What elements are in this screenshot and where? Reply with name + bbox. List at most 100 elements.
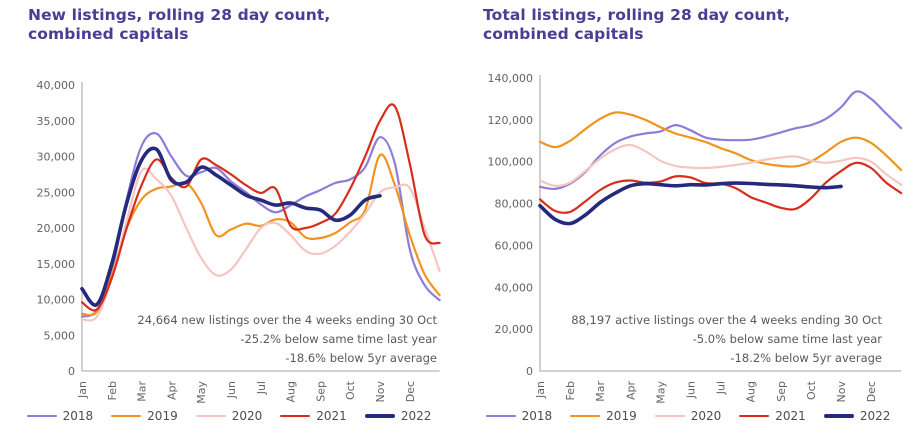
legend-item-2021: 2021 xyxy=(280,409,347,423)
y-tick-label: 10,000 xyxy=(37,294,76,307)
x-tick-label: May xyxy=(654,381,667,404)
x-tick-label: Nov xyxy=(374,381,387,403)
x-tick-label: Jun xyxy=(225,381,238,399)
chart-title-total-listings: Total listings, rolling 28 day count, co… xyxy=(483,6,791,43)
x-tick-label: Mar xyxy=(594,381,607,402)
legend-item-2019: 2019 xyxy=(111,409,178,423)
legend-label: 2019 xyxy=(147,409,178,423)
series-line-2019 xyxy=(538,111,903,172)
series-line-2018 xyxy=(80,132,441,318)
y-tick-label: 40,000 xyxy=(37,79,76,92)
x-tick-label: Oct xyxy=(805,380,818,400)
legend-label: 2018 xyxy=(521,409,553,423)
legend-swatch-2018 xyxy=(485,414,516,418)
x-tick-label: Apr xyxy=(624,381,637,401)
y-tick-label: 20,000 xyxy=(495,323,534,336)
legend-label: 2021 xyxy=(316,409,347,423)
x-tick-label: Nov xyxy=(835,381,848,403)
y-tick-label: 140,000 xyxy=(488,72,534,85)
x-tick-label: Oct xyxy=(344,380,357,400)
legend-item-2021: 2021 xyxy=(739,409,806,423)
legend-label: 2021 xyxy=(775,409,806,423)
line-chart-total-listings: 0 20,000 40,000 60,000 80,000 100,000 120,000 1… xyxy=(459,0,917,436)
legend-item-2022: 2022 xyxy=(823,409,891,423)
chart-canvas: 0 20,000 40,000 60,000 80,000 100,000 120,000 1… xyxy=(488,72,903,404)
annotation-line: 88,197 active listings over the 4 weeks … xyxy=(571,313,882,327)
chart-title-new-listings: New listings, rolling 28 day count, comb… xyxy=(28,6,331,43)
series-line-2022 xyxy=(538,181,843,226)
x-tick-label: Sep xyxy=(775,381,788,402)
x-tick-label: Feb xyxy=(564,381,577,400)
legend-label: 2020 xyxy=(231,409,263,423)
series-line-2019 xyxy=(80,153,441,317)
legend-item-2018: 2018 xyxy=(26,409,94,423)
legend-item-2018: 2018 xyxy=(485,409,553,423)
x-tick-label: Sep xyxy=(314,381,327,402)
y-tick-label: 35,000 xyxy=(37,115,76,128)
y-tick-label: 0 xyxy=(68,365,75,378)
y-tick-label: 100,000 xyxy=(488,156,534,169)
annotation-line: -18.2% below 5yr average xyxy=(730,351,882,365)
annotation-line: -5.0% below same time last year xyxy=(692,332,882,346)
y-tick-label: 120,000 xyxy=(488,114,534,127)
x-tick-label: Aug xyxy=(285,381,298,402)
x-tick-label: Jul xyxy=(255,381,268,395)
y-tick-label: 30,000 xyxy=(37,151,76,164)
legend-swatch-2020 xyxy=(195,414,226,418)
chart-annotation-total-listings: 88,197 active listings over the 4 weeks … xyxy=(571,311,882,368)
legend-label: 2018 xyxy=(62,409,94,423)
y-tick-label: 80,000 xyxy=(495,198,534,211)
legend-swatch-2021 xyxy=(739,414,770,418)
line-chart-new-listings: 0 5,000 10,000 15,000 20,000 25,000 30,000 35,0… xyxy=(0,0,458,436)
x-tick-label: Jul xyxy=(715,381,728,395)
chart-panel-total-listings: Total listings, rolling 28 day count, co… xyxy=(459,0,917,436)
series-line-2020 xyxy=(80,167,441,322)
y-tick-label: 20,000 xyxy=(37,222,76,235)
x-tick-label: Apr xyxy=(165,381,178,401)
annotation-line: -25.2% below same time last year xyxy=(240,332,437,346)
legend-item-2020: 2020 xyxy=(195,409,263,423)
annotation-line: -18.6% below 5yr average xyxy=(285,351,437,365)
legend-swatch-2020 xyxy=(654,414,685,418)
series-line-2020 xyxy=(538,143,903,187)
x-tick-label: Dec xyxy=(404,381,417,402)
axis-lines xyxy=(81,82,440,372)
chart-annotation-new-listings: 24,664 new listings over the 4 weeks end… xyxy=(137,311,437,368)
x-tick-label: Jan xyxy=(534,381,547,399)
chart-canvas: 0 5,000 10,000 15,000 20,000 25,000 30,000 35,0… xyxy=(37,79,441,404)
legend-swatch-2022 xyxy=(364,414,395,418)
series-line-2021 xyxy=(80,103,441,312)
legend-swatch-2019 xyxy=(111,414,142,418)
legend-label: 2019 xyxy=(606,409,637,423)
x-tick-label: Jan xyxy=(76,381,89,399)
legend-swatch-2021 xyxy=(280,414,311,418)
x-tick-label: Jun xyxy=(685,381,698,399)
y-tick-label: 15,000 xyxy=(37,258,76,271)
legend-label: 2022 xyxy=(400,409,432,423)
legend-item-2019: 2019 xyxy=(570,409,637,423)
legend-item-2022: 2022 xyxy=(364,409,432,423)
x-tick-label: Mar xyxy=(136,381,149,402)
x-tick-label: Feb xyxy=(106,381,119,400)
series-line-2018 xyxy=(538,90,903,191)
legend-swatch-2022 xyxy=(823,414,854,418)
y-tick-label: 0 xyxy=(526,365,533,378)
y-tick-label: 40,000 xyxy=(495,281,534,294)
legend-swatch-2019 xyxy=(570,414,601,418)
chart-panel-new-listings: New listings, rolling 28 day count, comb… xyxy=(0,0,458,436)
chart-legend-new-listings: 2018 2019 2020 2021 2022 xyxy=(0,409,458,423)
legend-label: 2022 xyxy=(859,409,891,423)
legend-swatch-2018 xyxy=(26,414,57,418)
legend-label: 2020 xyxy=(690,409,722,423)
y-tick-label: 25,000 xyxy=(37,186,76,199)
x-tick-label: May xyxy=(195,381,208,404)
legend-item-2020: 2020 xyxy=(654,409,722,423)
series-line-2022 xyxy=(80,146,382,307)
chart-legend-total-listings: 2018 2019 2020 2021 2022 xyxy=(459,409,917,423)
y-tick-label: 5,000 xyxy=(44,329,76,342)
x-tick-label: Dec xyxy=(865,381,878,402)
annotation-line: 24,664 new listings over the 4 weeks end… xyxy=(137,313,437,327)
x-tick-label: Aug xyxy=(745,381,758,402)
y-tick-label: 60,000 xyxy=(495,239,534,252)
